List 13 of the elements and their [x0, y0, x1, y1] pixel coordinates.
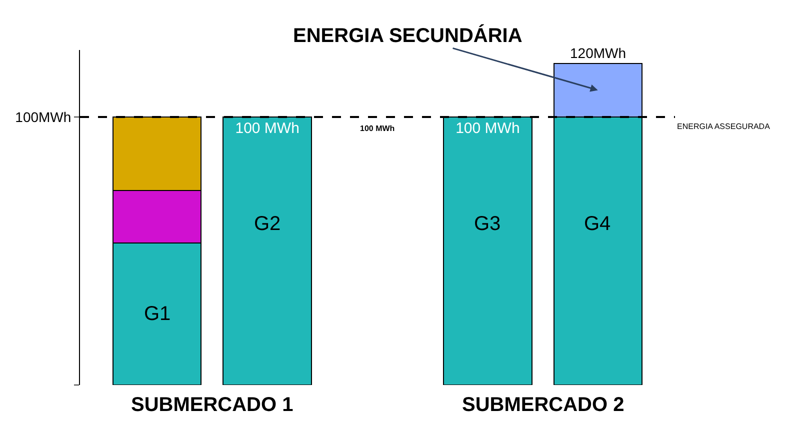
ref-line-label: ENERGIA ASSEGURADA — [677, 122, 771, 131]
x-tick-label: G1 — [144, 303, 171, 325]
text: ENERGIA SECUNDÁRIA — [293, 24, 522, 47]
text: SUBMERCADO 1 — [131, 394, 294, 416]
x-tick-label: G2 — [254, 213, 281, 235]
data-label: 100 MWh — [235, 120, 300, 137]
data-label: 100 MWh — [456, 120, 520, 137]
x-tick-label: G3 — [474, 213, 501, 235]
y-tick-label: 100MWh — [15, 108, 72, 125]
total-label: 120MWh — [570, 45, 626, 61]
annotation: 100 MWh — [360, 124, 395, 133]
x-tick-label: G4 — [584, 213, 611, 235]
text: SUBMERCADO 2 — [462, 394, 624, 416]
